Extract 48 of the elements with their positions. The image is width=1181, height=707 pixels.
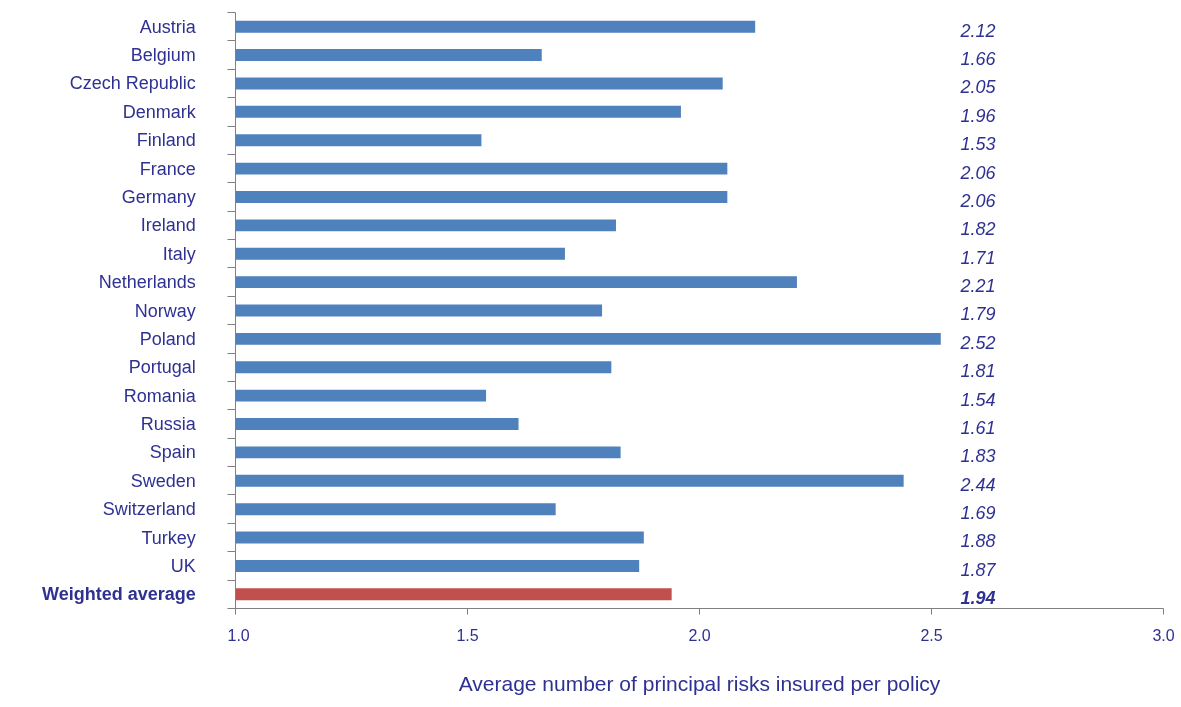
y-tick-label: Poland [139, 328, 196, 349]
data-label: 2.21 [959, 276, 996, 297]
x-tick-label: 1.5 [456, 626, 479, 644]
data-label: 2.06 [959, 190, 997, 211]
data-label: 2.05 [959, 77, 997, 98]
data-label: 1.66 [960, 48, 997, 69]
y-tick-label: Belgium [130, 45, 196, 66]
y-tick-label: Ireland [140, 215, 196, 236]
data-label: 2.52 [959, 332, 996, 353]
data-label: 1.69 [960, 503, 996, 524]
y-tick-label: Sweden [130, 470, 196, 491]
y-tick-label: Finland [136, 130, 196, 151]
x-axis-title: Average number of principal risks insured per policy [458, 671, 941, 695]
y-tick-label: Germany [121, 186, 196, 207]
y-tick-label: Denmark [122, 101, 197, 122]
y-tick-label: Spain [149, 442, 196, 463]
y-tick-label: Portugal [128, 357, 196, 378]
data-label: 1.54 [960, 389, 996, 410]
data-label: 1.82 [960, 219, 996, 240]
data-label: 1.83 [960, 446, 996, 467]
data-label: 1.53 [960, 134, 996, 155]
y-tick-label: France [139, 158, 196, 179]
data-label: 1.96 [960, 105, 997, 126]
x-tick-label: 2.0 [688, 626, 711, 644]
y-tick-label: Czech Republic [69, 73, 196, 94]
y-tick-label: Norway [134, 300, 196, 321]
y-tick-label: Weighted average [42, 584, 196, 605]
data-label: 2.06 [959, 162, 997, 183]
x-tick-label: 3.0 [1152, 626, 1175, 644]
y-tick-label: Switzerland [102, 499, 196, 520]
data-label: 1.81 [960, 361, 996, 382]
data-label: 1.94 [960, 588, 996, 609]
data-label: 1.88 [960, 531, 996, 552]
y-tick-label: Netherlands [98, 272, 196, 293]
y-tick-label: Austria [139, 16, 197, 37]
x-tick-label: 1.0 [227, 626, 250, 644]
y-tick-label: Italy [162, 243, 196, 264]
data-label: 1.87 [960, 559, 997, 580]
y-tick-label: Turkey [141, 527, 196, 548]
data-label: 2.44 [959, 474, 996, 495]
data-label: 1.71 [960, 247, 996, 268]
data-label: 1.61 [960, 417, 996, 438]
y-tick-label: UK [170, 555, 196, 576]
data-label: 1.79 [960, 304, 996, 325]
x-tick-label: 2.5 [920, 626, 943, 644]
y-tick-label: Russia [140, 414, 197, 435]
y-tick-label: Romania [123, 385, 197, 406]
data-label: 2.12 [959, 20, 996, 41]
